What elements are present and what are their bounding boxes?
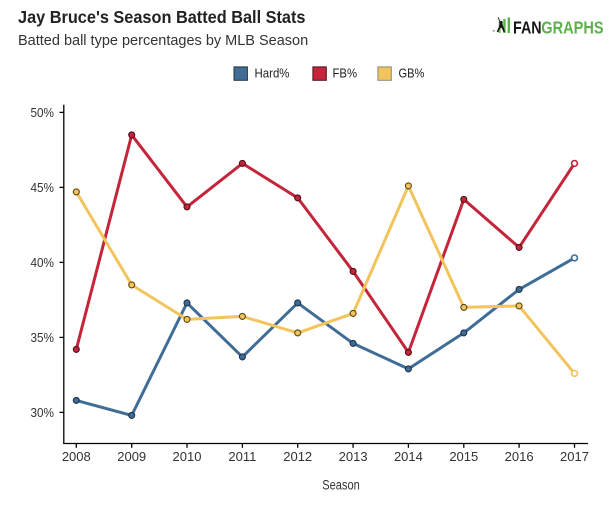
svg-text:2016: 2016: [505, 449, 534, 464]
svg-text:2010: 2010: [173, 449, 202, 464]
svg-text:GB%: GB%: [399, 65, 425, 80]
svg-text:2014: 2014: [394, 449, 423, 464]
svg-text:40%: 40%: [31, 255, 55, 270]
svg-text:2013: 2013: [339, 449, 368, 464]
svg-text:35%: 35%: [31, 330, 55, 345]
svg-text:FB%: FB%: [333, 65, 358, 80]
svg-text:Batted ball type percentages b: Batted ball type percentages by MLB Seas…: [18, 33, 308, 49]
svg-text:2015: 2015: [449, 449, 478, 464]
svg-text:GRAPHS: GRAPHS: [541, 18, 603, 38]
svg-text:2017: 2017: [560, 449, 589, 464]
svg-text:FAN: FAN: [513, 18, 542, 38]
svg-text:Season: Season: [322, 478, 360, 493]
svg-text:2008: 2008: [62, 449, 91, 464]
svg-text:2009: 2009: [117, 449, 146, 464]
svg-text:30%: 30%: [31, 405, 55, 420]
svg-text:50%: 50%: [31, 105, 55, 120]
svg-text:2011: 2011: [228, 449, 256, 464]
svg-text:45%: 45%: [31, 180, 55, 195]
svg-text:Hard%: Hard%: [255, 65, 290, 80]
svg-text:2012: 2012: [283, 449, 312, 464]
svg-text:Jay Bruce's Season Batted Ball: Jay Bruce's Season Batted Ball Stats: [18, 7, 306, 27]
